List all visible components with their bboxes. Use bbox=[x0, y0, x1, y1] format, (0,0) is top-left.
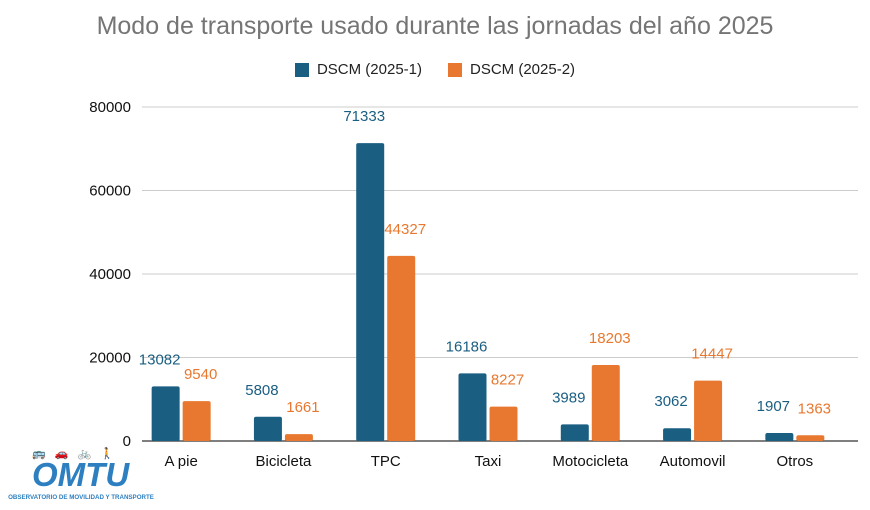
y-tick-label-0: 0 bbox=[123, 433, 131, 450]
x-tick-label-otros: Otros bbox=[777, 453, 814, 470]
y-tick-label-40000: 40000 bbox=[89, 266, 131, 283]
bar-bicicleta-series-2 bbox=[284, 434, 313, 441]
transport-icons: 🚌 🚗 🚲 🚶 bbox=[32, 448, 117, 460]
data-label-motocicleta-series-1: 3989 bbox=[552, 389, 585, 406]
data-label-automovil-series-2: 14447 bbox=[691, 346, 733, 363]
bar-bicicleta-series-1 bbox=[253, 416, 282, 441]
bar-motocicleta-series-1 bbox=[560, 424, 589, 441]
data-label-a-pie-series-1: 13082 bbox=[139, 351, 181, 368]
bar-motocicleta-series-2 bbox=[591, 365, 620, 441]
bar-a-pie-series-1 bbox=[151, 386, 180, 441]
bar-automovil-series-1 bbox=[663, 428, 692, 441]
legend-item-series-2[interactable]: DSCM (2025-2) bbox=[448, 61, 575, 78]
data-label-motocicleta-series-2: 18203 bbox=[589, 330, 631, 347]
data-label-bicicleta-series-2: 1661 bbox=[286, 399, 319, 416]
y-tick-label-80000: 80000 bbox=[89, 99, 131, 116]
x-tick-label-a-pie: A pie bbox=[164, 453, 197, 470]
x-tick-label-bicicleta: Bicicleta bbox=[255, 453, 312, 470]
logo-name: OMTU bbox=[32, 456, 130, 493]
logo-subtitle: OBSERVATORIO DE MOVILIDAD Y TRANSPORTE bbox=[8, 494, 154, 501]
data-label-taxi-series-1: 16186 bbox=[446, 338, 488, 355]
legend-swatch-series-1 bbox=[294, 62, 309, 77]
data-label-automovil-series-1: 3062 bbox=[654, 393, 687, 410]
data-label-tpc-series-2: 44327 bbox=[384, 221, 426, 238]
bar-a-pie-series-2 bbox=[182, 401, 211, 441]
y-tick-label-60000: 60000 bbox=[89, 183, 131, 200]
bar-otros-series-1 bbox=[765, 433, 794, 441]
legend-label-series-1: DSCM (2025-1) bbox=[316, 61, 422, 78]
chart-legend: DSCM (2025-1) DSCM (2025-2) bbox=[0, 61, 870, 78]
x-tick-label-tpc: TPC bbox=[371, 453, 401, 470]
legend-item-series-1[interactable]: DSCM (2025-1) bbox=[294, 61, 422, 78]
bar-automovil-series-2 bbox=[694, 380, 723, 441]
y-tick-label-20000: 20000 bbox=[89, 350, 131, 367]
data-label-otros-series-2: 1363 bbox=[798, 400, 831, 417]
bar-otros-series-2 bbox=[796, 435, 825, 441]
legend-swatch-series-2 bbox=[448, 62, 462, 77]
chart-title: Modo de transporte usado durante las jor… bbox=[96, 12, 774, 40]
x-tick-label-automovil: Automovil bbox=[660, 453, 726, 470]
omtu-logo: 🚌 🚗 🚲 🚶 OMTU OBSERVATORIO DE MOVILIDAD Y… bbox=[2, 447, 160, 507]
bar-taxi-series-1 bbox=[458, 373, 487, 441]
bar-taxi-series-2 bbox=[489, 406, 518, 441]
bar-tpc-series-2 bbox=[387, 255, 416, 441]
data-label-otros-series-1: 1907 bbox=[757, 398, 790, 415]
data-label-tpc-series-1: 71333 bbox=[343, 108, 385, 125]
data-label-taxi-series-2: 8227 bbox=[491, 372, 524, 389]
x-tick-label-taxi: Taxi bbox=[475, 453, 502, 470]
bar-tpc-series-1 bbox=[356, 143, 385, 441]
legend-label-series-2: DSCM (2025-2) bbox=[470, 61, 576, 78]
x-tick-label-motocicleta: Motocicleta bbox=[552, 453, 629, 470]
data-label-bicicleta-series-1: 5808 bbox=[245, 382, 278, 399]
data-label-a-pie-series-2: 9540 bbox=[184, 366, 217, 383]
